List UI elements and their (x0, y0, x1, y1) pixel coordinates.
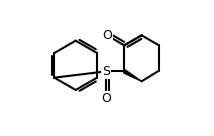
Text: S: S (102, 65, 110, 78)
Polygon shape (123, 70, 142, 81)
Text: O: O (102, 29, 112, 42)
Text: O: O (101, 92, 111, 105)
